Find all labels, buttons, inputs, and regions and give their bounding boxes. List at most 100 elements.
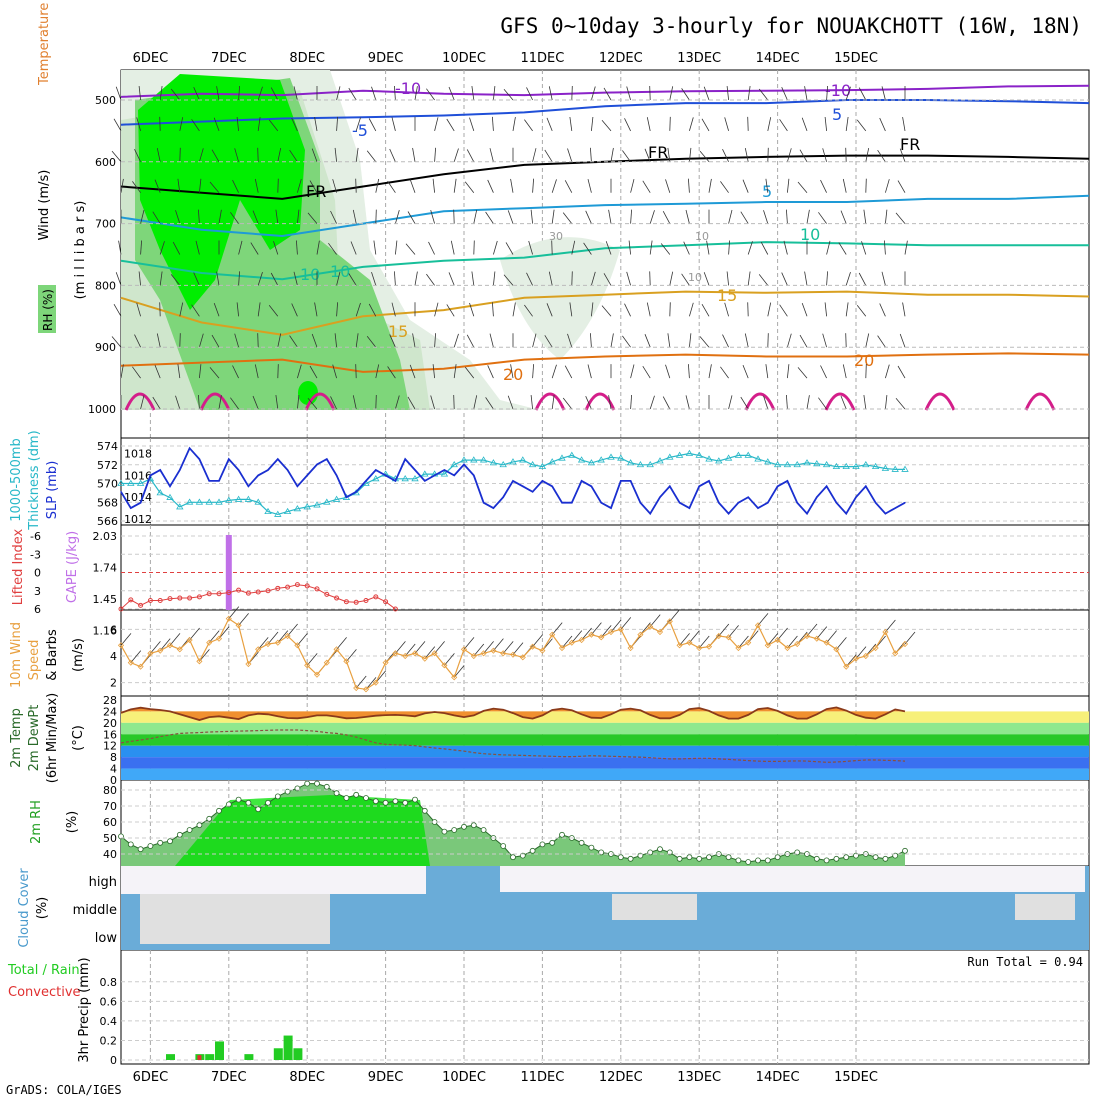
wind-barb — [113, 303, 122, 317]
slp-point — [541, 480, 544, 482]
rh-point — [382, 799, 389, 806]
wind-speed-point — [598, 634, 605, 641]
date-label-top: 6DEC — [133, 51, 169, 66]
wind-barb — [366, 150, 377, 163]
surface-wind-barb — [267, 631, 279, 645]
wind-tick: 6 — [110, 623, 117, 636]
surface-wind-barb — [159, 638, 171, 651]
wind-barb — [473, 240, 475, 255]
thickness-point — [176, 503, 184, 510]
wind-ylabel-1: 10m Wind — [9, 622, 24, 688]
footer-credit: GrADS: COLA/IGES — [6, 1083, 122, 1097]
wind-barb — [238, 85, 240, 101]
surface-wind-barb — [277, 630, 289, 643]
wind-barb — [199, 333, 204, 348]
wind-barb — [781, 272, 788, 286]
thickness-point — [127, 479, 135, 486]
run-total: Run Total = 0.94 — [967, 955, 1083, 969]
wind-barb — [895, 212, 906, 224]
wind-barb — [175, 210, 181, 224]
rh-point — [196, 822, 203, 829]
date-label-bottom: 7DEC — [211, 1070, 247, 1085]
contour-label: 10 — [300, 265, 320, 284]
wind-barb — [767, 117, 772, 131]
rh-point — [510, 854, 516, 861]
wind-barb — [571, 271, 573, 286]
surface-wind-barb — [483, 641, 494, 654]
contour-label: FR — [900, 135, 920, 154]
slp-point — [894, 507, 896, 509]
slp-point — [581, 480, 583, 482]
li-point — [177, 595, 183, 601]
slp-point — [257, 474, 259, 477]
slp-point — [453, 474, 455, 477]
slp-point — [267, 469, 269, 471]
wind-barb — [689, 147, 692, 162]
wind-speed-point — [529, 643, 536, 650]
precip-panel: 0.8 0.6 0.4 0.2 0 Run Total = 0.94 Total / Rai… — [7, 955, 1089, 1067]
rh-point — [255, 806, 262, 813]
contour-25c — [584, 392, 616, 411]
date-label-top: 15DEC — [834, 51, 878, 66]
wind-speed-point — [480, 650, 487, 657]
wind-speed-point — [274, 639, 281, 646]
thickness-point — [440, 470, 449, 477]
rh-point — [725, 854, 732, 861]
wind-barb — [199, 364, 202, 379]
date-label-top: 7DEC — [211, 51, 247, 66]
li-point — [275, 585, 281, 591]
wind-barb — [510, 364, 514, 379]
temp-tick: 0 — [110, 774, 117, 787]
wind-speed-point — [568, 639, 575, 646]
rh-point — [421, 807, 428, 814]
wind-barb — [786, 394, 788, 410]
date-label-bottom: 14DEC — [756, 1070, 800, 1085]
slp-point — [208, 480, 210, 482]
thickness-point — [597, 456, 605, 463]
cloud-row-label: low — [95, 931, 118, 946]
wind-barb — [667, 333, 671, 348]
wind-barb — [726, 86, 729, 101]
thickness-point — [264, 507, 272, 515]
surface-wind-barb — [434, 641, 445, 654]
thickness-point — [470, 456, 478, 463]
wind-barb — [642, 365, 651, 379]
thickness-point — [274, 510, 282, 517]
slp-point — [875, 502, 877, 504]
wind-speed-point — [323, 659, 330, 666]
surface-wind-barb — [336, 637, 347, 650]
slp-point — [238, 469, 240, 471]
wind-barb — [840, 395, 847, 410]
wind-barb — [856, 119, 867, 132]
thickness-point — [538, 462, 547, 470]
contour-25c — [744, 392, 776, 411]
wind-barb — [720, 366, 729, 379]
wind-barb — [355, 178, 357, 193]
wind-barb — [232, 365, 239, 379]
wind-barb — [787, 178, 790, 193]
wind-speed-point — [558, 644, 566, 652]
wind-barb — [747, 116, 749, 131]
wind-barb — [257, 333, 259, 348]
wind-barb — [804, 271, 808, 286]
wind-barb — [430, 395, 435, 410]
wind-barb — [728, 240, 730, 255]
thickness-point — [793, 460, 801, 468]
wind-barb — [724, 117, 729, 132]
cape-tick: 2.03 — [93, 530, 118, 543]
wind-barb — [779, 119, 788, 132]
wind-speed-point — [843, 663, 850, 670]
wind-speed-point — [519, 654, 526, 661]
wind-barb — [434, 333, 436, 348]
slp-point — [708, 480, 710, 482]
wind-barb — [747, 86, 751, 101]
rh-point — [176, 831, 183, 838]
cloud-mid-light-3 — [1015, 894, 1075, 920]
slp-point — [659, 496, 661, 498]
wind-barb — [156, 148, 161, 162]
wind-barb — [510, 178, 514, 193]
wind-barb — [254, 364, 259, 379]
wind-barb — [688, 364, 690, 379]
wind-speed-point — [313, 671, 321, 678]
wind-barb — [781, 87, 788, 101]
